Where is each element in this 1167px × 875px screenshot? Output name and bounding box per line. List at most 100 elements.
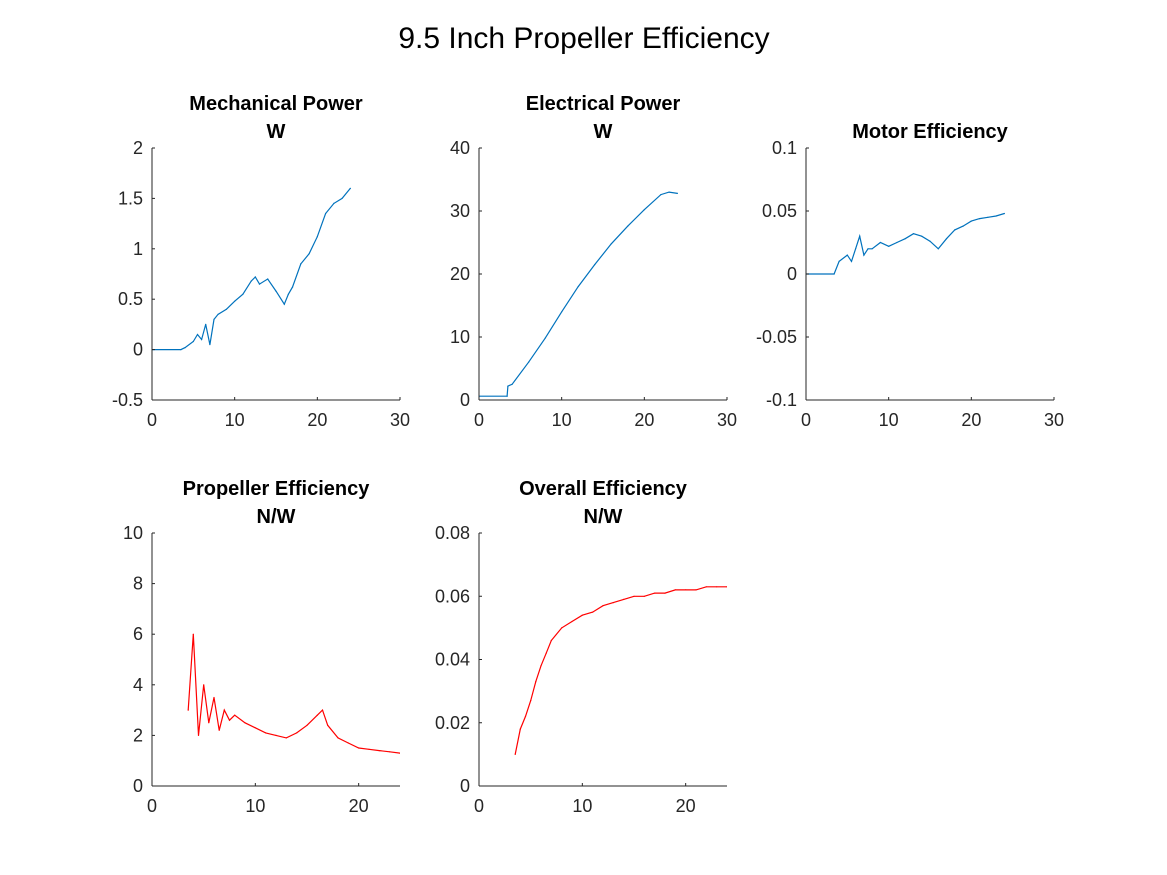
data-point-mech bbox=[300, 263, 302, 265]
panel-title-mech-1: W bbox=[267, 121, 286, 143]
data-point-prop bbox=[197, 734, 200, 737]
data-point-prop bbox=[327, 724, 329, 726]
data-point-mech bbox=[254, 276, 256, 278]
y-tick-label-overall: 0.04 bbox=[435, 650, 470, 670]
data-point-elec bbox=[643, 209, 645, 211]
x-tick-label-elec: 10 bbox=[552, 410, 572, 430]
x-tick-label-mech: 10 bbox=[225, 410, 245, 430]
panel-overall: Overall Efficiency N/W 0 10 20 0 0.02 0.04 0.06 0… bbox=[435, 478, 727, 816]
data-point-overall bbox=[643, 595, 645, 597]
data-point-overall bbox=[561, 627, 563, 629]
y-tick-label-prop: 10 bbox=[123, 523, 143, 543]
y-tick-label-elec: 20 bbox=[450, 264, 470, 284]
data-point-prop bbox=[296, 732, 298, 734]
y-tick-label-prop: 6 bbox=[133, 624, 143, 644]
y-tick-label-mech: 1.5 bbox=[118, 188, 143, 208]
data-point-mech bbox=[242, 293, 244, 295]
data-point-prop bbox=[358, 747, 360, 749]
data-point-mech bbox=[325, 212, 327, 215]
data-point-overall bbox=[674, 589, 676, 591]
data-point-prop bbox=[228, 719, 231, 721]
data-point-prop bbox=[218, 729, 220, 731]
series-line-elec-0 bbox=[479, 191, 678, 397]
data-point-elec bbox=[676, 192, 679, 194]
data-point-prop bbox=[208, 722, 210, 724]
y-tick-label-prop: 2 bbox=[133, 725, 143, 745]
y-tick-label-elec: 30 bbox=[450, 201, 470, 221]
data-point-overall bbox=[705, 586, 707, 588]
data-point-mech bbox=[349, 187, 351, 189]
data-point-prop bbox=[254, 727, 256, 729]
data-point-elec bbox=[511, 383, 513, 385]
y-tick-label-motor: 0 bbox=[787, 264, 797, 284]
data-point-mech bbox=[196, 333, 199, 336]
data-point-mech bbox=[250, 280, 252, 282]
data-point-motor bbox=[863, 254, 865, 256]
data-point-mech bbox=[180, 349, 182, 351]
data-point-mech bbox=[217, 313, 219, 315]
y-tick-label-overall: 0.08 bbox=[435, 523, 470, 543]
data-point-prop bbox=[337, 737, 339, 739]
data-point-mech bbox=[209, 344, 211, 346]
x-tick-label-mech: 20 bbox=[307, 410, 327, 430]
y-tick-label-motor: 0.1 bbox=[772, 138, 797, 158]
data-point-elec bbox=[577, 286, 579, 288]
x-tick-label-prop: 0 bbox=[147, 796, 157, 816]
data-point-prop bbox=[306, 724, 308, 726]
data-point-elec bbox=[610, 243, 612, 245]
data-point-mech bbox=[275, 290, 277, 292]
data-point-motor bbox=[921, 235, 923, 237]
y-tick-label-prop: 8 bbox=[133, 574, 143, 594]
data-point-mech bbox=[201, 338, 203, 341]
data-point-mech bbox=[258, 283, 261, 285]
y-tick-label-motor: -0.1 bbox=[766, 390, 797, 410]
data-point-mech bbox=[192, 340, 194, 343]
data-point-motor bbox=[929, 240, 931, 242]
y-tick-label-motor: -0.05 bbox=[756, 327, 797, 347]
y-tick-label-prop: 0 bbox=[133, 776, 143, 796]
data-point-prop bbox=[234, 714, 236, 716]
data-point-prop bbox=[265, 732, 267, 734]
data-point-prop bbox=[244, 722, 246, 724]
data-point-motor bbox=[945, 238, 948, 240]
y-tick-label-mech: 0.5 bbox=[118, 289, 143, 309]
y-tick-label-elec: 0 bbox=[460, 390, 470, 410]
data-point-overall bbox=[514, 753, 516, 756]
data-point-mech bbox=[316, 236, 318, 238]
data-point-overall bbox=[535, 681, 537, 683]
panel-title-overall-0: Overall Efficiency bbox=[519, 478, 688, 500]
series-line-overall-0 bbox=[514, 586, 727, 755]
data-point-overall bbox=[530, 700, 532, 702]
data-point-motor bbox=[896, 241, 898, 244]
data-point-mech bbox=[267, 278, 269, 280]
data-point-overall bbox=[612, 602, 614, 604]
panel-motor: Motor Efficiency 0 10 20 30 -0.1 -0.05 0 0.05 0.1 bbox=[756, 121, 1064, 430]
panel-prop: Propeller Efficiency N/W 0 10 20 0 2 4 6 8 10 bbox=[123, 478, 400, 816]
data-point-motor bbox=[867, 248, 869, 250]
data-point-prop bbox=[389, 751, 391, 753]
panel-title-overall-1: N/W bbox=[584, 506, 623, 528]
y-tick-label-mech: 0 bbox=[133, 340, 143, 360]
data-point-motor bbox=[1003, 212, 1006, 215]
data-point-prop bbox=[321, 709, 324, 711]
data-point-motor bbox=[838, 260, 840, 262]
x-tick-label-elec: 30 bbox=[717, 410, 737, 430]
x-tick-label-overall: 0 bbox=[474, 796, 484, 816]
data-point-motor bbox=[979, 218, 981, 220]
data-point-overall bbox=[623, 598, 625, 601]
data-point-overall bbox=[695, 589, 697, 591]
data-point-overall bbox=[654, 592, 656, 594]
data-point-overall bbox=[664, 592, 666, 594]
data-point-prop bbox=[187, 709, 189, 711]
x-tick-label-motor: 30 bbox=[1044, 410, 1064, 430]
data-point-prop bbox=[347, 742, 349, 744]
panel-title-mech-0: Mechanical Power bbox=[189, 93, 363, 115]
data-point-motor bbox=[859, 235, 861, 237]
data-point-prop bbox=[275, 734, 277, 737]
data-point-elec bbox=[528, 361, 530, 363]
data-point-elec bbox=[594, 264, 596, 266]
data-point-motor bbox=[833, 273, 835, 275]
